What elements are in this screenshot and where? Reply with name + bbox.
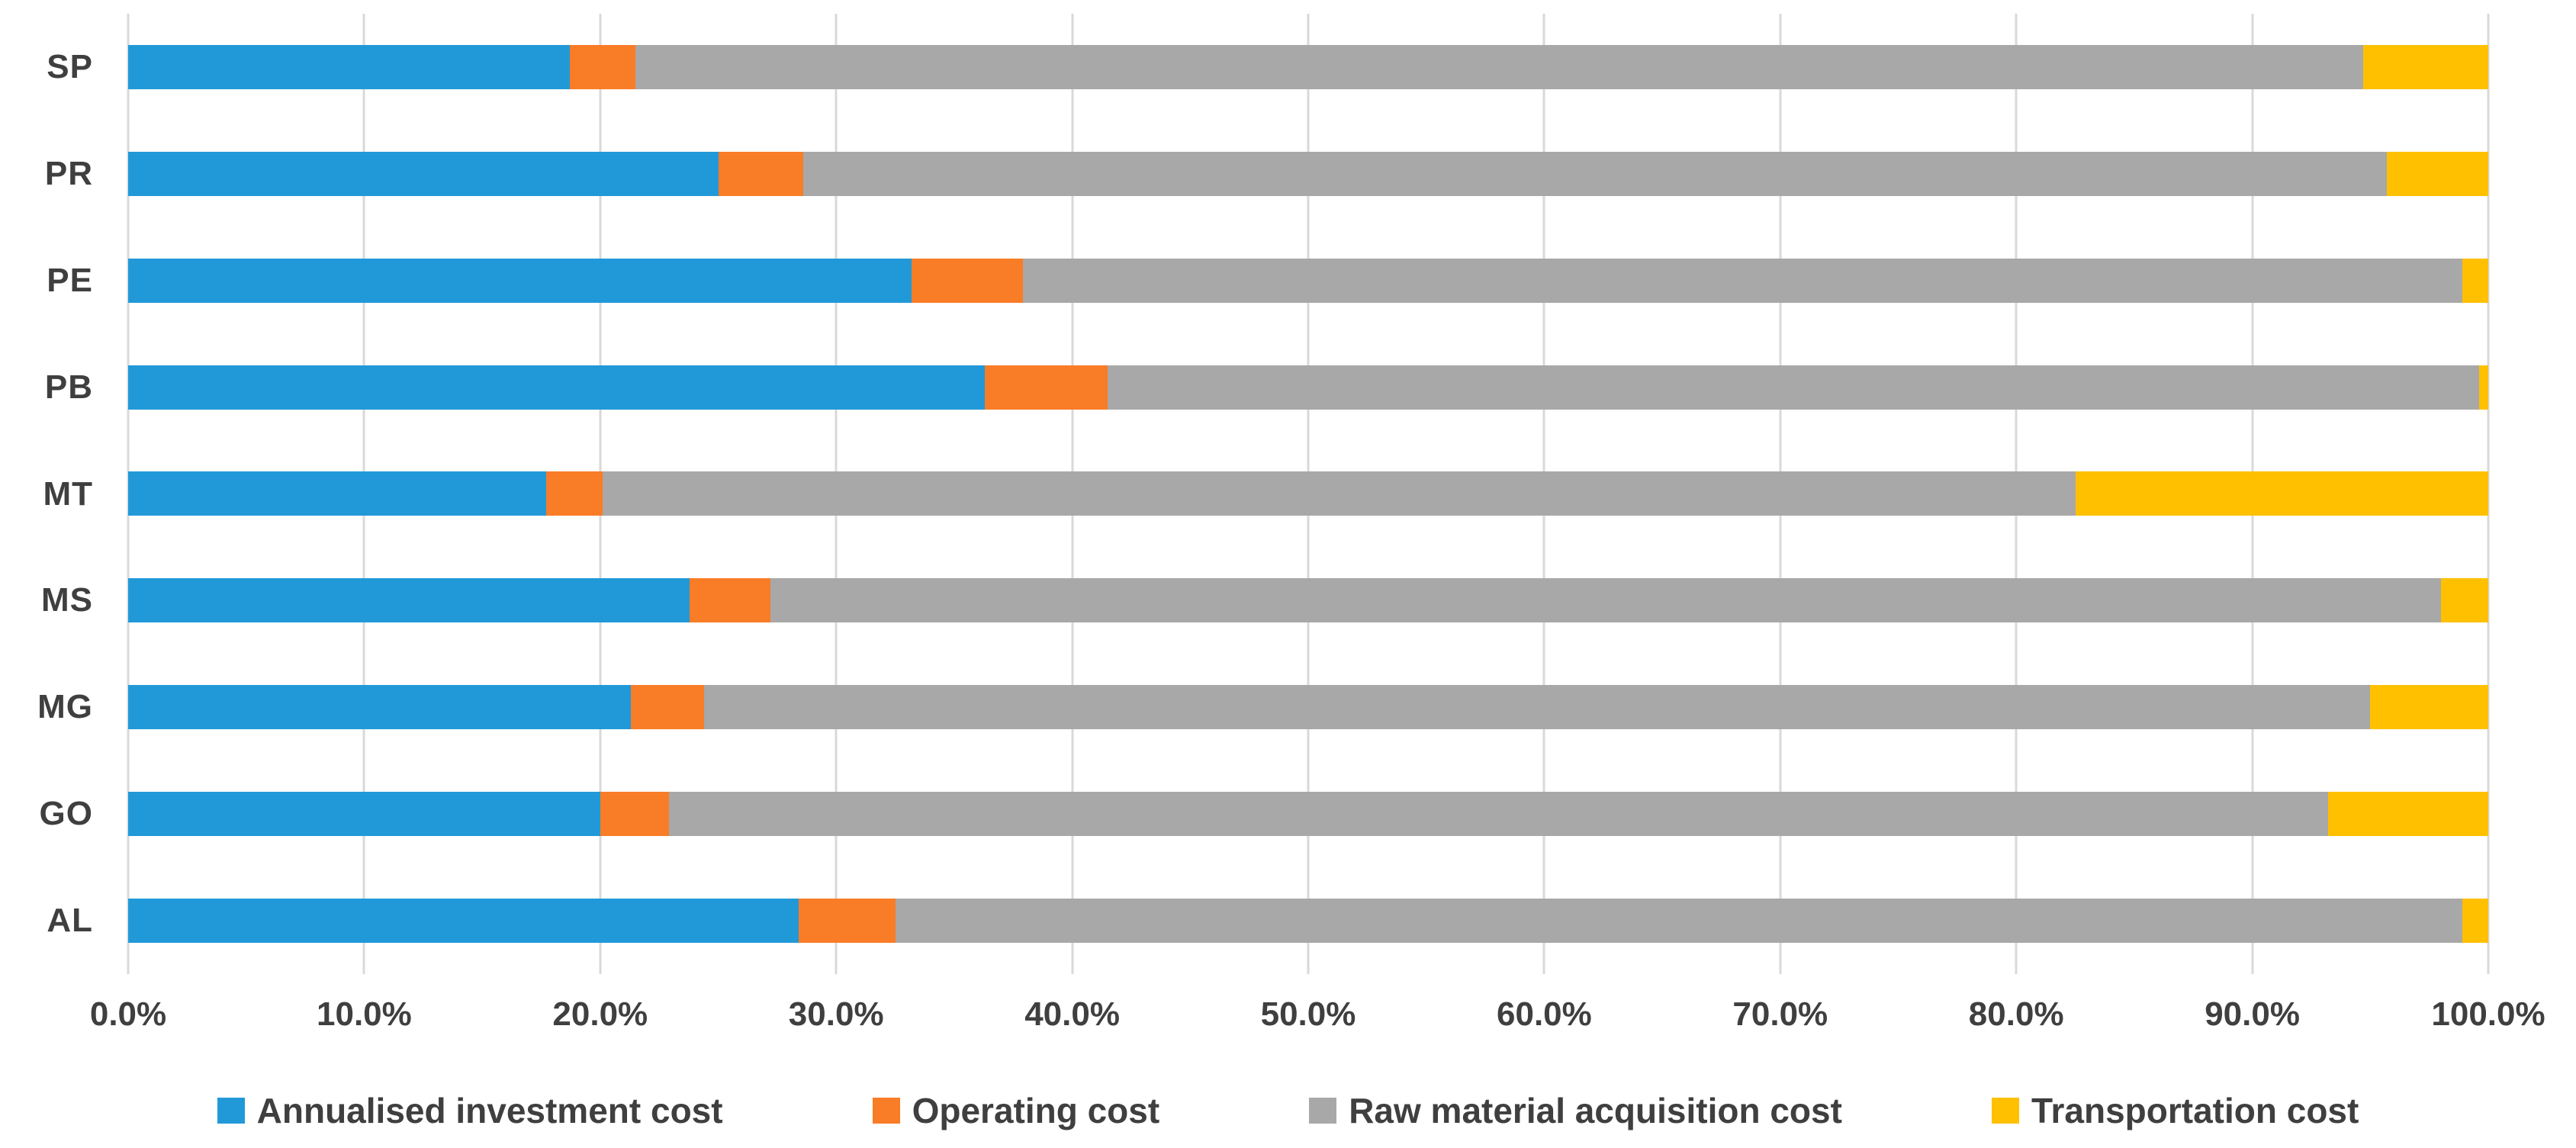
gridline [2487, 14, 2490, 974]
stacked-bar-mg [128, 685, 2488, 730]
legend-item-transportation-cost: Transportation cost [1991, 1090, 2359, 1131]
bar-segment-operating-cost [631, 685, 704, 730]
stacked-bar-sp [128, 44, 2488, 89]
legend-label-annualised-investment-cost: Annualised investment cost [256, 1091, 723, 1130]
bar-segment-annualised-investment-cost [128, 151, 719, 196]
legend-label-operating-cost: Operating cost [912, 1091, 1160, 1130]
bar-row-go [128, 761, 2488, 867]
x-axis-tick-label: 70.0% [1732, 995, 1828, 1033]
bar-segment-raw-material-acquisition-cost [895, 899, 2462, 944]
legend-marker-raw-material-acquisition-cost [1309, 1098, 1337, 1124]
legend: Annualised investment cost Operating cost… [0, 1082, 2576, 1140]
y-axis-label-sp: SP [47, 47, 93, 85]
legend-item-operating-cost: Operating cost [872, 1090, 1160, 1131]
y-axis-label-pr: PR [44, 154, 93, 192]
y-axis-label-pe: PE [47, 261, 93, 299]
bar-segment-annualised-investment-cost [128, 365, 986, 410]
bar-segment-annualised-investment-cost [128, 899, 799, 944]
bar-segment-transportation-cost [2327, 792, 2488, 837]
bar-segment-transportation-cost [2462, 899, 2488, 944]
bar-segment-transportation-cost [2386, 151, 2488, 196]
y-axis-label-mt: MT [43, 474, 93, 513]
bar-segment-raw-material-acquisition-cost [770, 578, 2442, 623]
bar-segment-transportation-cost [2478, 365, 2488, 410]
bar-row-pr [128, 121, 2488, 227]
legend-item-annualised-investment-cost: Annualised investment cost [217, 1090, 723, 1131]
bar-segment-raw-material-acquisition-cost [602, 471, 2076, 516]
legend-marker-operating-cost [872, 1098, 900, 1124]
x-axis-tick-label: 40.0% [1024, 995, 1120, 1033]
bar-segment-operating-cost [600, 792, 669, 837]
bar-row-pb [128, 334, 2488, 441]
bar-segment-raw-material-acquisition-cost [635, 44, 2363, 89]
bar-segment-annualised-investment-cost [128, 44, 570, 89]
legend-label-transportation-cost: Transportation cost [2031, 1091, 2359, 1130]
bar-segment-transportation-cost [2370, 685, 2488, 730]
bar-row-mt [128, 441, 2488, 548]
stacked-bar-pe [128, 258, 2488, 303]
bar-segment-raw-material-acquisition-cost [703, 685, 2371, 730]
stacked-bar-ms [128, 578, 2488, 623]
plot-area [127, 14, 2490, 974]
stacked-bar-mt [128, 471, 2488, 516]
legend-marker-annualised-investment-cost [217, 1098, 245, 1124]
bar-segment-operating-cost [545, 471, 603, 516]
x-axis-tick-label: 20.0% [552, 995, 648, 1033]
bar-segment-transportation-cost [2362, 44, 2488, 89]
x-axis-tick-label: 30.0% [788, 995, 884, 1033]
bar-segment-raw-material-acquisition-cost [802, 151, 2387, 196]
y-axis-label-mg: MG [37, 688, 93, 726]
stacked-bar-pb [128, 365, 2488, 410]
y-axis-label-al: AL [47, 902, 93, 940]
stacked-bar-al [128, 899, 2488, 944]
bar-row-sp [128, 14, 2488, 121]
y-axis-label-go: GO [39, 795, 93, 833]
bar-segment-transportation-cost [2441, 578, 2488, 623]
legend-item-raw-material-acquisition-cost: Raw material acquisition cost [1309, 1090, 1842, 1131]
legend-marker-transportation-cost [1991, 1098, 2019, 1124]
stacked-bar-pr [128, 151, 2488, 196]
bar-segment-raw-material-acquisition-cost [1107, 365, 2479, 410]
bar-row-ms [128, 547, 2488, 654]
bar-row-pe [128, 227, 2488, 334]
bar-row-al [128, 867, 2488, 974]
bar-segment-operating-cost [718, 151, 803, 196]
y-axis-label-pb: PB [44, 368, 93, 406]
bar-segment-operating-cost [690, 578, 770, 623]
bar-row-mg [128, 654, 2488, 761]
y-axis-label-ms: MS [41, 581, 93, 619]
x-axis: 0.0% 10.0% 20.0% 30.0% 40.0% 50.0% 60.0% 70.0% 8… [90, 995, 2545, 1041]
bar-segment-annualised-investment-cost [128, 258, 912, 303]
x-axis-tick-label: 80.0% [1968, 995, 2064, 1033]
legend-label-raw-material-acquisition-cost: Raw material acquisition cost [1349, 1091, 1842, 1130]
bar-segment-operating-cost [798, 899, 896, 944]
bar-segment-annualised-investment-cost [128, 578, 690, 623]
x-axis-tick-label: 60.0% [1497, 995, 1592, 1033]
bar-segment-operating-cost [912, 258, 1023, 303]
stacked-bar-go [128, 792, 2488, 837]
bar-segment-raw-material-acquisition-cost [1022, 258, 2462, 303]
bar-segment-operating-cost [569, 44, 636, 89]
bar-segment-annualised-investment-cost [128, 685, 632, 730]
bar-segment-transportation-cost [2075, 471, 2488, 516]
x-axis-tick-label: 0.0% [89, 995, 167, 1033]
bar-segment-raw-material-acquisition-cost [668, 792, 2328, 837]
bar-segment-annualised-investment-cost [128, 471, 546, 516]
x-axis-tick-label: 10.0% [317, 995, 412, 1033]
x-axis-tick-label: 50.0% [1260, 995, 1356, 1033]
bar-segment-annualised-investment-cost [128, 792, 600, 837]
x-axis-tick-label: 90.0% [2205, 995, 2300, 1033]
bar-segment-operating-cost [985, 365, 1108, 410]
x-axis-tick-label: 100.0% [2431, 995, 2545, 1033]
y-axis: SP PR PE PB MT MS MG GO AL [0, 14, 93, 974]
bar-segment-transportation-cost [2462, 258, 2488, 303]
